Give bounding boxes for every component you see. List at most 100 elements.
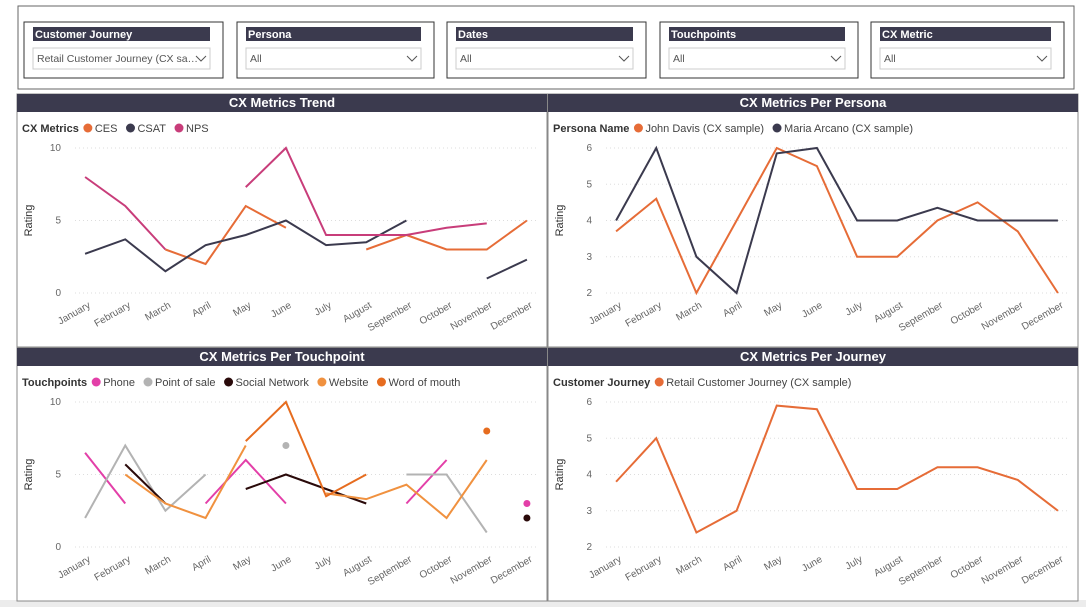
filter-label: Customer Journey — [35, 29, 133, 41]
y-tick-label: 3 — [586, 506, 592, 517]
y-tick-label: 0 — [55, 542, 61, 553]
chart-title: CX Metrics Per Persona — [740, 95, 887, 110]
legend-label[interactable]: CSAT — [137, 123, 166, 135]
chart-title: CX Metrics Trend — [229, 95, 335, 110]
dropdown-arrow[interactable] — [195, 55, 207, 62]
line — [84, 219, 407, 273]
y-axis-label: Rating — [554, 205, 566, 237]
legend-label[interactable]: Maria Arcano (CX sample) — [784, 123, 913, 135]
legend-marker — [143, 377, 153, 387]
line — [165, 204, 287, 266]
legend-marker — [633, 123, 643, 133]
dropdown-arrow[interactable] — [1036, 55, 1048, 62]
filter-header — [669, 27, 845, 41]
dropdown-arrow[interactable] — [406, 55, 418, 62]
title-bar — [17, 348, 547, 366]
legend-label[interactable]: NPS — [186, 123, 209, 135]
line — [245, 400, 367, 498]
legend-marker — [125, 123, 135, 133]
legend-label[interactable]: Phone — [103, 377, 135, 389]
chart-title: CX Metrics Per Touchpoint — [199, 349, 365, 364]
legend-marker — [91, 377, 101, 387]
legend-title: Touchpoints — [22, 377, 87, 389]
y-tick-label: 4 — [586, 470, 592, 481]
line — [405, 459, 448, 505]
dropdown[interactable] — [32, 47, 211, 70]
line — [124, 445, 247, 520]
filter-header — [456, 27, 633, 41]
y-tick-label: 2 — [586, 542, 592, 553]
y-tick-label: 5 — [55, 216, 61, 227]
chart-title: CX Metrics Per Journey — [740, 349, 887, 364]
legend-label[interactable]: Website — [329, 377, 369, 389]
dropdown-value: Retail Customer Journey (CX sa… — [37, 53, 198, 65]
filter-header — [33, 27, 210, 41]
legend-marker — [376, 377, 386, 387]
y-tick-label: 3 — [586, 252, 592, 263]
filter-label: CX Metric — [882, 29, 933, 41]
dropdown-arrow[interactable] — [618, 55, 630, 62]
legend-marker — [224, 377, 234, 387]
dropdown[interactable] — [668, 47, 846, 70]
title-bar — [548, 94, 1078, 112]
title-bar — [17, 94, 547, 112]
filter-label: Persona — [248, 29, 292, 41]
legend-marker — [317, 377, 327, 387]
bottom-strip — [0, 600, 1086, 607]
legend-marker — [174, 123, 184, 133]
line — [124, 463, 167, 505]
dropdown[interactable] — [245, 47, 422, 70]
line — [615, 404, 1059, 534]
legend-label[interactable]: CES — [95, 123, 118, 135]
legend-label[interactable]: John Davis (CX sample) — [645, 123, 764, 135]
title-bar — [548, 348, 1078, 366]
line — [245, 146, 487, 236]
line — [84, 176, 167, 251]
legend-marker — [654, 377, 664, 387]
legend-label[interactable]: Word of mouth — [388, 377, 460, 389]
point — [282, 442, 290, 449]
y-tick-label: 5 — [586, 179, 592, 190]
line — [406, 473, 488, 534]
point — [523, 500, 531, 507]
legend-label[interactable]: Retail Customer Journey (CX sample) — [666, 377, 851, 389]
y-tick-label: 6 — [586, 397, 592, 408]
y-tick-label: 5 — [55, 470, 61, 481]
line — [365, 219, 528, 251]
panel — [16, 93, 548, 348]
point — [483, 427, 491, 435]
point — [523, 514, 531, 522]
line — [84, 443, 207, 519]
line — [615, 146, 1059, 296]
legend-title: Persona Name — [553, 123, 629, 135]
dropdown[interactable] — [879, 47, 1052, 70]
y-tick-label: 5 — [586, 433, 592, 444]
panel — [16, 347, 548, 602]
y-tick-label: 10 — [50, 397, 62, 408]
dropdown[interactable] — [455, 47, 634, 70]
y-tick-label: 0 — [55, 288, 61, 299]
line — [84, 452, 127, 505]
y-axis-label: Rating — [23, 459, 35, 491]
y-axis-label: Rating — [554, 459, 566, 491]
legend-label[interactable]: Social Network — [236, 377, 310, 389]
legend-title: Customer Journey — [553, 377, 651, 389]
filter-label: Dates — [458, 29, 488, 41]
dropdown-value: All — [250, 53, 262, 65]
dropdown-arrow[interactable] — [830, 55, 842, 62]
y-tick-label: 6 — [586, 143, 592, 154]
line — [325, 459, 488, 520]
y-tick-label: 10 — [50, 143, 62, 154]
y-tick-label: 2 — [586, 288, 592, 299]
line — [204, 458, 287, 505]
dropdown-value: All — [460, 53, 472, 65]
dropdown-value: All — [673, 53, 685, 65]
filter-header — [246, 27, 421, 41]
legend-title: CX Metrics — [22, 123, 79, 135]
line — [486, 258, 528, 280]
legend-label[interactable]: Point of sale — [155, 377, 216, 389]
dropdown-value: All — [884, 53, 896, 65]
y-axis-label: Rating — [23, 205, 35, 237]
